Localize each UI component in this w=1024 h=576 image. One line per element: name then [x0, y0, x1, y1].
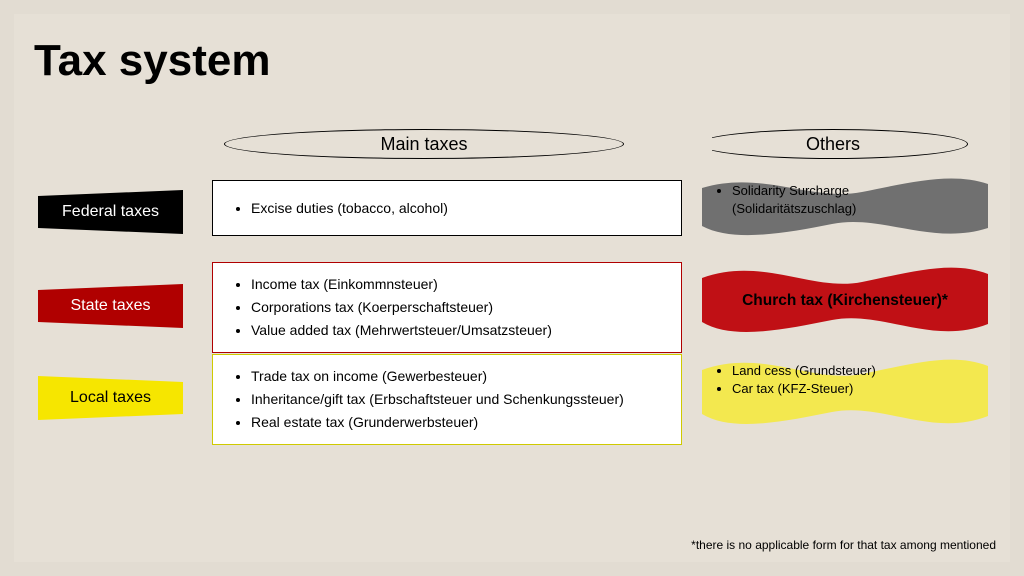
row-label-state-text: State taxes: [70, 297, 150, 315]
list-item: Trade tax on income (Gewerbesteuer): [251, 365, 671, 388]
row-label-local-text: Local taxes: [70, 389, 151, 407]
footnote: *there is no applicable form for that ta…: [691, 538, 996, 552]
column-header-main: Main taxes: [224, 129, 624, 159]
column-header-others-label: Others: [806, 134, 860, 155]
list-item: Solidarity Surcharge (Solidaritätszuschl…: [732, 182, 976, 217]
list-item: Income tax (Einkommnsteuer): [251, 273, 671, 296]
main-box-state: Income tax (Einkommnsteuer) Corporations…: [212, 262, 682, 353]
others-wave-local: Land cess (Grundsteuer) Car tax (KFZ-Ste…: [702, 354, 988, 432]
list-item: Corporations tax (Koerperschaftsteuer): [251, 296, 671, 319]
main-box-local: Trade tax on income (Gewerbesteuer) Inhe…: [212, 354, 682, 445]
column-header-main-label: Main taxes: [380, 134, 467, 155]
list-item: Excise duties (tobacco, alcohol): [251, 197, 448, 220]
page-title: Tax system: [34, 36, 270, 86]
list-item: Inheritance/gift tax (Erbschaftsteuer un…: [251, 388, 671, 411]
column-header-others: Others: [712, 129, 968, 159]
row-label-state: State taxes: [38, 284, 183, 328]
list-item: Land cess (Grundsteuer): [732, 362, 976, 380]
list-item: Real estate tax (Grunderwerbsteuer): [251, 411, 671, 434]
row-label-federal: Federal taxes: [38, 190, 183, 234]
others-wave-federal: Solidarity Surcharge (Solidaritätszuschl…: [702, 174, 988, 242]
slide-inner: Tax system Main taxes Others Federal tax…: [14, 14, 1010, 562]
church-tax-highlight: Church tax (Kirchensteuer)*: [734, 291, 956, 312]
list-item: Value added tax (Mehrwertsteuer/Umsatzst…: [251, 319, 671, 342]
list-item: Car tax (KFZ-Steuer): [732, 380, 976, 398]
row-label-federal-text: Federal taxes: [62, 203, 159, 221]
main-box-federal: Excise duties (tobacco, alcohol): [212, 180, 682, 236]
row-label-local: Local taxes: [38, 376, 183, 420]
others-wave-state: Church tax (Kirchensteuer)*: [702, 262, 988, 340]
slide-outer: Tax system Main taxes Others Federal tax…: [0, 0, 1024, 576]
